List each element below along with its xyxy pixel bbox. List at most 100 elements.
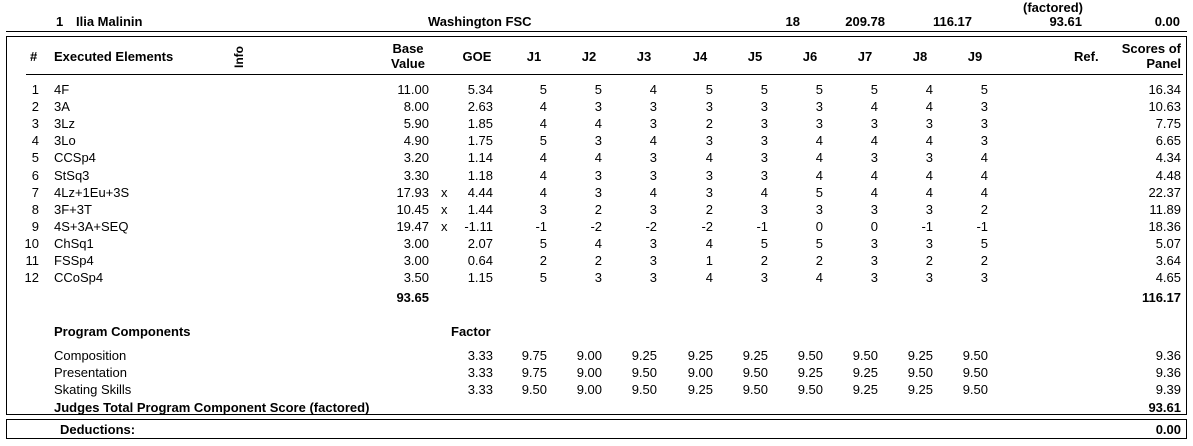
deductions-value: 0.00	[1155, 422, 1181, 437]
component-judge-4: 9.25	[687, 382, 713, 397]
element-judge-8: 3	[925, 116, 933, 131]
element-number: 9	[31, 219, 39, 234]
factor-header: Factor	[451, 324, 491, 339]
component-judge-5: 9.50	[742, 382, 768, 397]
component-judge-6: 9.25	[797, 365, 823, 380]
element-base-value: 8.00	[403, 99, 429, 114]
component-judge-3: 9.50	[631, 365, 657, 380]
element-judge-3: -2	[645, 219, 657, 234]
element-bonus-marker: x	[441, 219, 448, 234]
element-judge-6: 2	[815, 253, 823, 268]
component-judge-6: 9.50	[797, 382, 823, 397]
element-judge-9: 3	[980, 270, 988, 285]
element-judge-2: 4	[594, 116, 602, 131]
component-judge-9: 9.50	[962, 365, 988, 380]
element-number: 3	[31, 116, 39, 131]
col-header-judge-8: J8	[912, 49, 928, 64]
element-name: 3A	[54, 99, 70, 114]
component-name: Skating Skills	[54, 382, 132, 397]
element-judge-8: 4	[925, 99, 933, 114]
element-judge-6: 4	[815, 133, 823, 148]
element-judge-3: 4	[649, 133, 657, 148]
scores-table-box	[6, 36, 1187, 415]
element-judge-8: 4	[925, 185, 933, 200]
element-name: 3F+3T	[54, 202, 92, 217]
component-factor: 3.33	[467, 365, 493, 380]
component-judge-8: 9.25	[907, 348, 933, 363]
element-number: 7	[31, 185, 39, 200]
element-judge-7: 0	[870, 219, 878, 234]
element-base-value: 5.90	[403, 116, 429, 131]
element-goe: 1.14	[467, 150, 493, 165]
element-judge-2: 2	[594, 202, 602, 217]
col-header-judge-9: J9	[967, 49, 983, 64]
element-judge-6: 5	[815, 236, 823, 251]
element-judge-6: 5	[815, 82, 823, 97]
component-judge-7: 9.25	[852, 382, 878, 397]
element-base-value: 3.20	[403, 150, 429, 165]
element-judge-7: 4	[870, 185, 878, 200]
element-bonus-marker: x	[441, 185, 448, 200]
element-panel-score: 11.89	[1149, 202, 1181, 217]
col-header-judge-2: J2	[581, 49, 597, 64]
component-judge-1: 9.75	[521, 365, 547, 380]
element-name: StSq3	[54, 168, 90, 183]
pcs-factored-label: (factored)	[1023, 0, 1083, 15]
element-name: 4S+3A+SEQ	[54, 219, 129, 234]
element-judge-2: 3	[594, 270, 602, 285]
element-panel-score: 7.75	[1155, 116, 1181, 131]
element-judge-9: 2	[980, 253, 988, 268]
element-panel-score: 4.34	[1155, 150, 1181, 165]
element-judge-1: -1	[535, 219, 547, 234]
element-judge-9: 2	[980, 202, 988, 217]
col-header-judge-5: J5	[747, 49, 763, 64]
element-judge-1: 5	[539, 270, 547, 285]
element-goe: -1.11	[464, 219, 493, 234]
element-base-value: 3.30	[403, 168, 429, 183]
col-header-judge-3: J3	[636, 49, 652, 64]
element-judge-7: 3	[870, 236, 878, 251]
element-base-value: 3.50	[403, 270, 429, 285]
element-panel-score: 3.64	[1155, 253, 1181, 268]
element-judge-7: 3	[870, 150, 878, 165]
col-header-base-value: Base Value	[380, 41, 436, 71]
element-judge-7: 4	[870, 99, 878, 114]
col-header-goe: GOE	[462, 49, 492, 64]
component-panel-score: 9.36	[1155, 348, 1181, 363]
starting-number: 18	[785, 14, 800, 29]
element-judge-7: 3	[870, 270, 878, 285]
component-judge-5: 9.50	[742, 365, 768, 380]
component-judge-9: 9.50	[962, 382, 988, 397]
element-judge-2: 3	[594, 99, 602, 114]
element-panel-score: 6.65	[1155, 133, 1181, 148]
col-header-number: #	[30, 49, 38, 64]
element-judge-8: 4	[925, 168, 933, 183]
element-judge-7: 4	[870, 133, 878, 148]
element-judge-9: 3	[980, 133, 988, 148]
col-header-info: Info	[232, 46, 246, 68]
element-judge-5: 3	[760, 133, 768, 148]
component-judge-7: 9.50	[852, 348, 878, 363]
element-name: 3Lz	[54, 116, 75, 131]
component-judge-7: 9.25	[852, 365, 878, 380]
elements-base-total: 93.65	[396, 290, 429, 305]
base-value-line1: Base	[392, 41, 424, 56]
col-header-judge-6: J6	[802, 49, 818, 64]
element-judge-6: 3	[815, 99, 823, 114]
element-number: 2	[31, 99, 39, 114]
element-judge-3: 3	[649, 236, 657, 251]
element-judge-1: 4	[539, 116, 547, 131]
element-judge-2: 3	[594, 185, 602, 200]
element-judge-6: 3	[815, 202, 823, 217]
total-element-score: 116.17	[932, 14, 972, 29]
col-header-judge-1: J1	[526, 49, 542, 64]
element-judge-9: -1	[976, 219, 988, 234]
component-factor: 3.33	[467, 348, 493, 363]
element-judge-1: 5	[539, 82, 547, 97]
element-judge-5: 3	[760, 150, 768, 165]
element-goe: 1.18	[467, 168, 493, 183]
element-judge-5: 5	[760, 236, 768, 251]
col-header-scores-of-panel: Scores of Panel	[1100, 41, 1181, 71]
element-base-value: 3.00	[403, 236, 429, 251]
element-judge-2: 5	[594, 82, 602, 97]
